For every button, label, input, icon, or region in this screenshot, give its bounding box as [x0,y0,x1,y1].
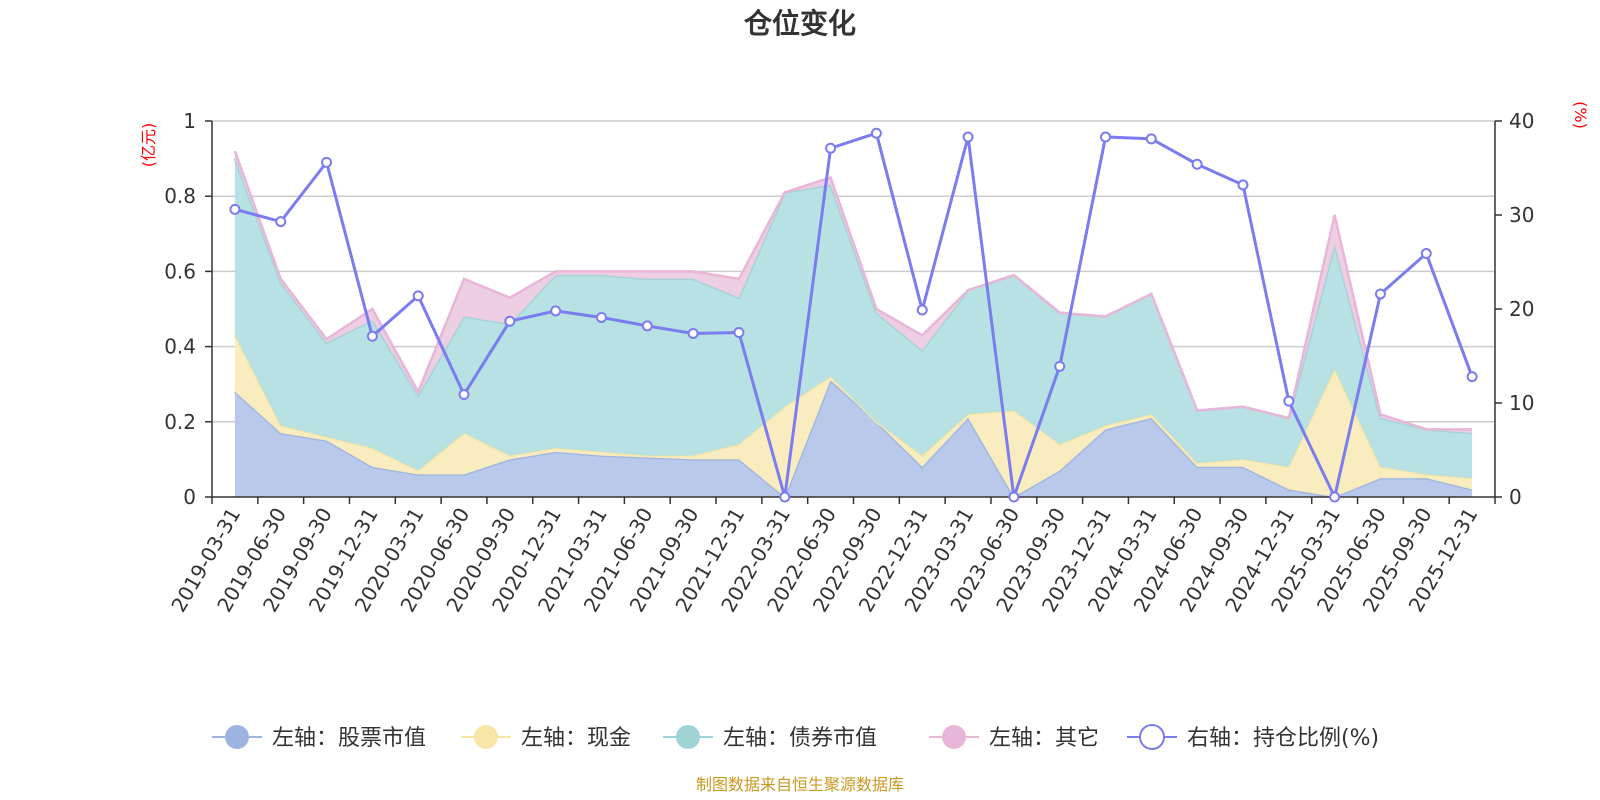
area-左轴：债券市值 [234,158,1473,479]
right-tick-label: 0 [1509,485,1522,509]
legend-label: 左轴：股票市值 [272,726,426,751]
left-tick-label: 0.8 [164,184,196,208]
ratio-point [779,491,791,503]
legend-label: 左轴：债券市值 [723,726,877,751]
left-tick-label: 0.6 [164,259,196,283]
right-tick-label: 40 [1509,109,1534,133]
data-source-note: 制图数据来自恒生聚源数据库 [696,775,904,794]
ratio-point [550,305,562,317]
ratio-point [1420,248,1432,260]
ratio-point [1374,288,1386,300]
legend-marker [676,725,700,749]
legend: 左轴：股票市值 左轴：现金 左轴：债券市值 左轴：其它 右轴：持仓比例(%) [212,724,1379,751]
ratio-point [275,216,287,228]
area-左轴：股票市值 [234,380,1473,497]
legend-label: 右轴：持仓比例(%) [1187,726,1379,751]
legend-marker [474,725,498,749]
ratio-point [458,389,470,401]
right-tick-label: 20 [1509,297,1534,321]
right-tick-label: 30 [1509,203,1534,227]
chart-title: 仓位变化 [744,7,856,40]
legend-marker [225,725,249,749]
ratio-point [687,327,699,339]
left-tick-label: 0.2 [164,410,196,434]
ratio-point [595,311,607,323]
ratio-point [504,315,516,327]
ratio-point [1008,491,1020,503]
legend-label: 左轴：现金 [521,726,631,751]
left-tick-label: 0.4 [164,335,196,359]
area-左轴：现金 [234,335,1473,497]
stacked-areas [233,150,1473,500]
right-tick-label: 10 [1509,391,1534,415]
ratio-point [1329,491,1341,503]
ratio-line [234,131,1474,502]
ratio-point [229,203,241,215]
ratio-point [733,327,745,338]
legend-marker [942,725,966,749]
ratio-point [1145,133,1157,145]
left-axis-unit: (亿元) [139,123,158,168]
ratio-point [916,304,928,316]
left-tick-label: 1 [183,109,196,133]
right-axis-unit: (%) [1571,101,1590,129]
ratio-point [962,131,974,143]
ratio-point [1283,395,1295,407]
ratio-point [1466,371,1478,383]
ratio-point [1191,158,1203,170]
ratio-point [870,127,882,139]
legend-marker [1139,724,1165,750]
ratio-point [321,156,333,168]
ratio-point [1100,131,1112,143]
ratio-point [641,320,653,332]
legend-label: 左轴：其它 [989,726,1099,751]
ratio-point [825,142,837,154]
ratio-point [412,290,424,302]
left-tick-label: 0 [183,485,196,509]
ratio-point [1237,179,1249,191]
position-ratio-line [229,127,1478,503]
area-左轴：其它 [234,151,1473,434]
ratio-point [366,330,378,342]
ratio-point [1054,360,1066,372]
area-edge-左轴：其它 [233,150,1473,431]
